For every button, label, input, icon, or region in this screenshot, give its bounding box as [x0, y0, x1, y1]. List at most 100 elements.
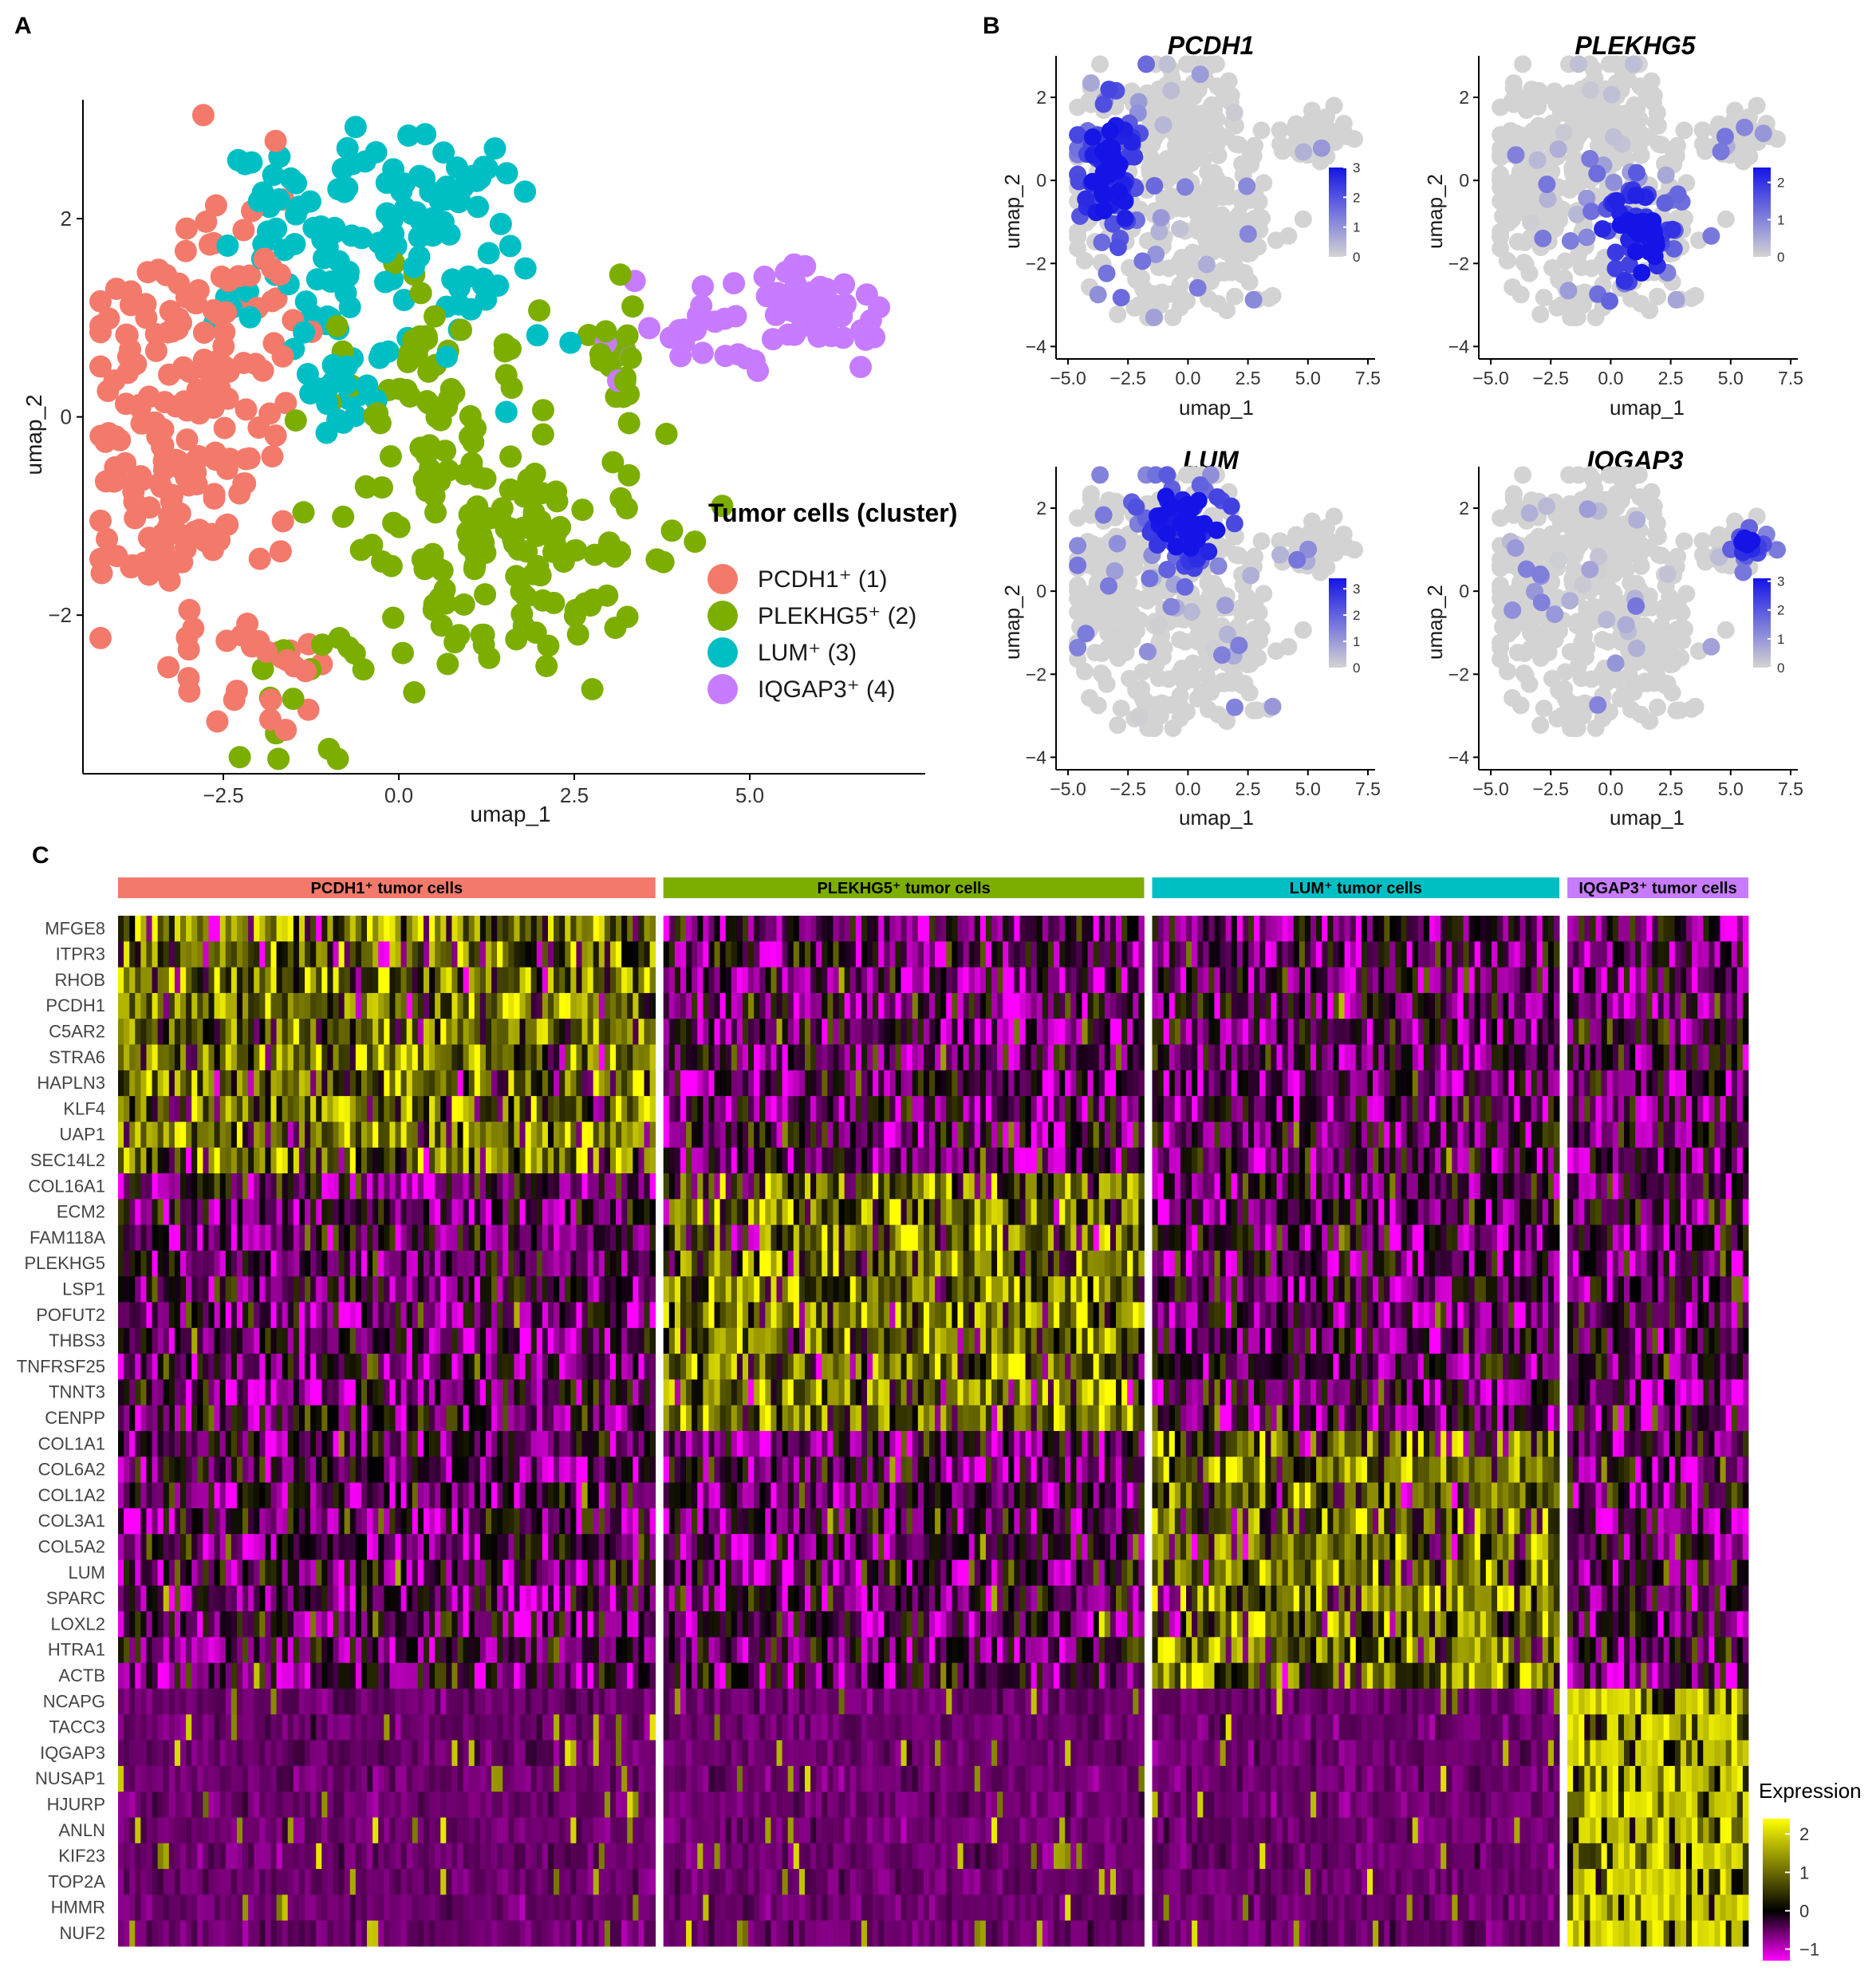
- umap-point-cluster-3: [425, 215, 448, 238]
- umap-point-cluster-4: [831, 294, 854, 317]
- feature-point: [1172, 156, 1190, 175]
- feature-point: [1511, 696, 1530, 715]
- heatmap-cell: [361, 916, 368, 942]
- umap-point-cluster-3: [447, 276, 471, 299]
- heatmap-cell: [305, 1894, 311, 1922]
- heatmap-cell: [186, 1431, 192, 1457]
- heatmap-cell: [305, 1611, 311, 1638]
- heatmap-cell: [367, 1482, 373, 1509]
- heatmap-cell: [152, 967, 159, 994]
- heatmap-cell: [321, 1405, 328, 1432]
- heatmap-cell: [191, 1019, 198, 1045]
- heatmap-cell: [389, 1327, 396, 1354]
- heatmap-cell: [298, 1843, 305, 1870]
- heatmap-cell: [214, 1302, 221, 1329]
- heatmap-cell: [321, 1611, 328, 1638]
- heatmap-cell: [152, 1096, 159, 1122]
- heatmap-cell: [305, 1559, 311, 1587]
- heatmap-cell: [338, 967, 345, 994]
- heatmap-cell: [384, 1457, 390, 1483]
- colorbar-tick-label: 1: [1353, 220, 1360, 235]
- heatmap-cell: [400, 1405, 408, 1432]
- y-tick-label: −4: [1448, 747, 1469, 767]
- heatmap-cell: [219, 1044, 227, 1071]
- heatmap-cell: [327, 1817, 333, 1844]
- heatmap-cell: [214, 941, 221, 968]
- heatmap-cell: [208, 1843, 215, 1870]
- umap-point-cluster-2: [499, 445, 522, 468]
- heatmap-cell: [384, 1173, 390, 1200]
- heatmap-cell: [180, 1173, 187, 1200]
- umap-point-cluster-3: [293, 321, 316, 344]
- heatmap-cell: [168, 1044, 175, 1071]
- umap-point-cluster-1: [120, 280, 143, 303]
- heatmap-cell: [191, 1585, 198, 1612]
- heatmap-cell: [361, 1354, 368, 1380]
- heatmap-cell: [259, 1869, 266, 1895]
- heatmap-cell: [219, 1920, 227, 1947]
- heatmap-cell: [270, 1096, 277, 1122]
- heatmap-cell: [236, 1327, 243, 1354]
- colorbar-tick-label: 2: [1353, 608, 1360, 623]
- heatmap-cell: [389, 916, 396, 942]
- heatmap-cell: [287, 1792, 294, 1818]
- feature-point: [1632, 705, 1650, 723]
- heatmap-cell: [400, 1920, 408, 1947]
- heatmap-cell: [168, 1662, 175, 1689]
- feature-point: [1138, 643, 1157, 660]
- heatmap-cell: [389, 1843, 396, 1870]
- heatmap-cell: [316, 1019, 322, 1045]
- heatmap-cell: [395, 1250, 401, 1277]
- heatmap-cell: [225, 916, 232, 942]
- heatmap-cell: [384, 1817, 390, 1844]
- feature-point: [1581, 81, 1599, 99]
- heatmap-cell: [129, 1276, 136, 1303]
- umap-point-cluster-1: [261, 445, 284, 468]
- heatmap-cell: [174, 1379, 181, 1406]
- heatmap-cell: [259, 1637, 266, 1664]
- umap-point-cluster-2: [325, 314, 349, 337]
- heatmap-cell: [146, 1689, 152, 1715]
- feature-point: [1601, 292, 1618, 310]
- heatmap-cell: [225, 1714, 232, 1740]
- heatmap-cell: [118, 1920, 124, 1947]
- heatmap-cell: [384, 1559, 390, 1587]
- heatmap-cell: [174, 1405, 181, 1432]
- heatmap-cell: [214, 1250, 221, 1277]
- umap-point-cluster-2: [424, 305, 446, 328]
- heatmap-cell: [259, 1843, 266, 1870]
- heatmap-cell: [298, 1431, 305, 1457]
- heatmap-cell: [327, 1199, 333, 1225]
- heatmap-cell: [254, 1894, 260, 1922]
- feature-point: [1209, 146, 1228, 164]
- heatmap-cell: [186, 1250, 192, 1277]
- heatmap-cell: [174, 1431, 181, 1457]
- heatmap-cell: [333, 1765, 339, 1792]
- feature-point: [1607, 55, 1626, 73]
- heatmap-cell: [367, 1019, 373, 1045]
- heatmap-cell: [129, 1714, 136, 1740]
- heatmap-cell: [231, 1894, 238, 1922]
- heatmap-cell: [361, 1405, 368, 1432]
- heatmap-cell: [157, 1250, 164, 1277]
- heatmap-cell: [344, 1508, 351, 1535]
- heatmap-cell: [168, 1792, 175, 1818]
- umap-point-cluster-3: [374, 270, 396, 294]
- heatmap-cell: [208, 1792, 215, 1818]
- heatmap-cell: [163, 1250, 170, 1277]
- umap-point-cluster-2: [514, 585, 538, 609]
- heatmap-cell: [180, 1792, 187, 1818]
- umap-point-cluster-1: [215, 301, 238, 324]
- heatmap-cell: [400, 1431, 408, 1457]
- heatmap-cell: [310, 916, 317, 942]
- heatmap-cell: [219, 1327, 227, 1354]
- heatmap-cell: [333, 1173, 339, 1200]
- heatmap-cell: [316, 1327, 322, 1354]
- umap-point-cluster-2: [660, 519, 684, 542]
- heatmap-cell: [293, 1482, 300, 1509]
- heatmap-cell: [316, 1689, 322, 1715]
- heatmap-cell: [219, 1637, 227, 1664]
- heatmap-cell: [378, 1379, 384, 1406]
- feature-point: [1112, 700, 1130, 718]
